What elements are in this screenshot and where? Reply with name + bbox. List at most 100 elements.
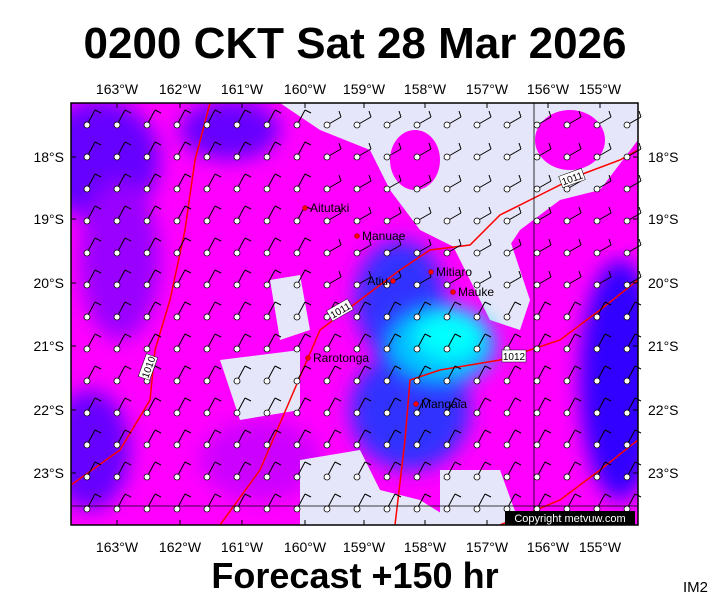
station <box>353 505 361 513</box>
barb-flag <box>484 461 492 466</box>
lon-tick-label: 162°W <box>159 539 202 555</box>
barb-flag <box>514 493 522 498</box>
station <box>563 441 571 449</box>
station <box>593 345 601 353</box>
station <box>503 153 511 161</box>
barb-flag <box>94 493 102 498</box>
station <box>593 441 601 449</box>
station <box>383 345 391 353</box>
barb-flag <box>274 397 282 402</box>
barb-flag <box>424 493 432 498</box>
map-frame <box>70 102 639 526</box>
station <box>353 313 361 321</box>
barb-flag <box>274 301 282 306</box>
station <box>443 153 451 161</box>
barb-flag <box>94 429 102 434</box>
barb-flag <box>274 205 282 210</box>
barb-flag <box>428 206 432 214</box>
place-label: Mitiaro <box>436 265 472 279</box>
station <box>563 217 571 225</box>
station <box>623 473 631 481</box>
barb-flag <box>304 173 312 178</box>
barb-flag <box>214 365 222 370</box>
station <box>593 377 601 385</box>
barb-flag <box>94 365 102 370</box>
barb-flag <box>124 333 132 338</box>
station <box>533 377 541 385</box>
station <box>413 217 421 225</box>
barb-flag <box>608 206 612 214</box>
barb-flag <box>244 333 252 338</box>
station <box>293 473 301 481</box>
station <box>503 313 511 321</box>
barb-flag <box>214 173 222 178</box>
barb-flag <box>304 109 312 114</box>
station <box>113 377 121 385</box>
lon-tick-label: 161°W <box>221 539 264 555</box>
barb-flag <box>304 237 312 242</box>
station <box>383 121 391 129</box>
station <box>263 121 271 129</box>
station <box>173 505 181 513</box>
station <box>263 441 271 449</box>
barb-flag <box>244 365 252 370</box>
barb-flag <box>244 397 252 402</box>
barb-flag <box>604 333 612 338</box>
barb-flag <box>424 333 432 338</box>
station <box>203 217 211 225</box>
station <box>173 249 181 257</box>
barb-flag <box>124 205 132 210</box>
barb-flag <box>398 206 402 214</box>
barb-flag <box>368 142 372 150</box>
barb-flag <box>604 461 612 466</box>
station <box>203 313 211 321</box>
lat-tick-label: 19°S <box>648 211 679 227</box>
station <box>293 505 301 513</box>
station <box>413 345 421 353</box>
barb-flag <box>484 365 492 370</box>
barb-flag <box>304 429 312 434</box>
barb-flag <box>364 365 372 370</box>
station <box>563 345 571 353</box>
barb-flag <box>544 333 552 338</box>
barb-flag <box>608 110 612 118</box>
place-marker <box>428 269 434 275</box>
barb-flag <box>424 301 432 306</box>
station <box>83 409 91 417</box>
station <box>503 121 511 129</box>
station <box>113 473 121 481</box>
isobar-label-box <box>137 353 159 381</box>
barb-flag <box>428 238 432 246</box>
isobar-label-box <box>558 167 586 189</box>
place-label: Aitutaki <box>310 201 349 215</box>
station <box>413 409 421 417</box>
barb-flag <box>274 365 282 370</box>
lat-tick-label: 23°S <box>648 465 679 481</box>
barb-flag <box>274 173 282 178</box>
barb-flag <box>244 205 252 210</box>
station <box>593 473 601 481</box>
barb-flag <box>608 142 612 150</box>
station <box>353 441 361 449</box>
station <box>413 121 421 129</box>
barb-flag <box>184 461 192 466</box>
station <box>533 249 541 257</box>
station <box>233 313 241 321</box>
station <box>413 473 421 481</box>
station <box>473 281 481 289</box>
barb-flag <box>124 269 132 274</box>
barb-flag <box>338 174 342 182</box>
barb-flag <box>638 142 642 150</box>
barb-flag <box>244 493 252 498</box>
barb-flag <box>334 365 342 370</box>
station <box>263 313 271 321</box>
station <box>623 121 631 129</box>
barb-flag <box>488 142 492 150</box>
station <box>233 441 241 449</box>
barb-flag <box>394 333 402 338</box>
station <box>443 473 451 481</box>
station <box>473 345 481 353</box>
station <box>263 345 271 353</box>
barb-flag <box>488 238 492 246</box>
